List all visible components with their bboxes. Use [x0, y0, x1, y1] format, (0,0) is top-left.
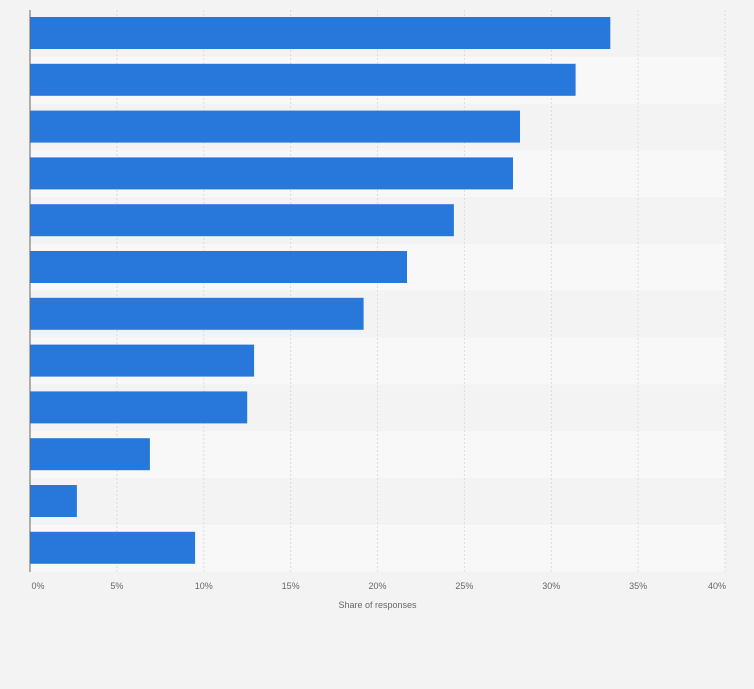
bar[interactable] [30, 485, 77, 517]
bar[interactable] [30, 63, 576, 96]
bar[interactable] [30, 157, 513, 190]
bar[interactable] [30, 531, 196, 564]
x-tick-label: 0% [31, 581, 44, 591]
x-axis-ticks: 0% 5% 10% 15% 20% 25% 30% 35% 40% [31, 581, 726, 591]
bar[interactable] [30, 438, 150, 471]
x-tick-label: 30% [542, 581, 560, 591]
x-tick-label: 15% [282, 581, 300, 591]
x-tick-label: 5% [110, 581, 123, 591]
bars [30, 17, 611, 564]
bar[interactable] [30, 251, 407, 283]
bar[interactable] [30, 391, 248, 424]
x-tick-label: 40% [708, 581, 726, 591]
gridlines [116, 10, 726, 572]
x-tick-label: 20% [368, 581, 386, 591]
x-tick-label: 10% [195, 581, 213, 591]
bar[interactable] [30, 344, 255, 377]
bar[interactable] [30, 110, 520, 143]
x-axis-title: Share of responses [338, 600, 417, 610]
bar[interactable] [30, 17, 611, 49]
bar[interactable] [30, 204, 454, 237]
x-tick-label: 25% [455, 581, 473, 591]
bar[interactable] [30, 297, 364, 330]
row-band [30, 478, 725, 525]
x-tick-label: 35% [629, 581, 647, 591]
